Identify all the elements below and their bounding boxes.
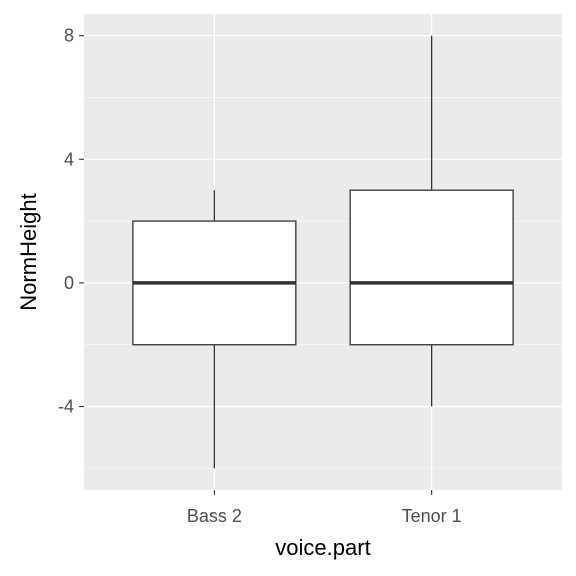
- box-tenor-1: [349, 35, 514, 407]
- x-tick-label: Bass 2: [187, 506, 242, 526]
- box-iqr: [349, 189, 514, 346]
- y-tick-label: 8: [64, 26, 74, 46]
- box-bass-2: [132, 190, 297, 469]
- y-tick-label: -4: [58, 397, 74, 417]
- y-tick-label: 0: [64, 273, 74, 293]
- box-series: [132, 35, 514, 469]
- x-axis: Bass 2 Tenor 1: [187, 490, 462, 526]
- x-tick-label: Tenor 1: [402, 506, 462, 526]
- y-axis: -4 0 4 8: [58, 26, 84, 417]
- y-axis-title: NormHeight: [16, 193, 41, 310]
- x-axis-title: voice.part: [275, 535, 370, 560]
- y-tick-label: 4: [64, 149, 74, 169]
